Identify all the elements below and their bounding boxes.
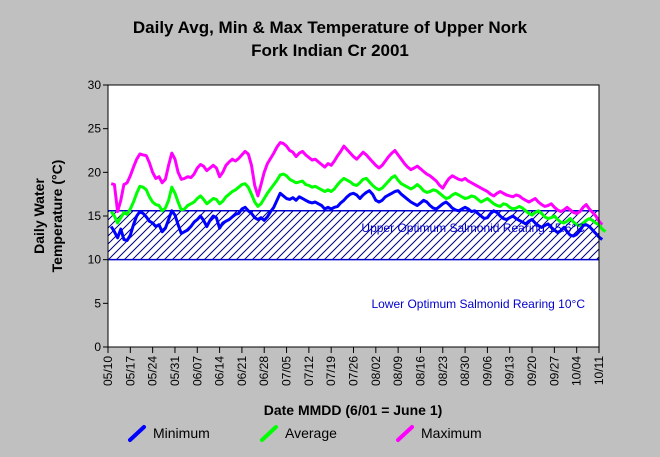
chart-title-line1: Daily Avg, Min & Max Temperature of Uppe… — [133, 18, 528, 37]
x-tick-label: 05/10 — [101, 356, 115, 386]
optimum-band — [108, 210, 599, 261]
y-axis-label-group: Daily Water Temperature (°C) — [31, 160, 65, 273]
band-upper-label: Upper Optimum Salmonid Rearing 15.6°C — [361, 221, 585, 235]
y-tick-label: 15 — [88, 209, 102, 223]
band-hatch — [108, 210, 599, 260]
y-tick-label: 20 — [88, 165, 102, 179]
y-tick-label: 0 — [94, 340, 101, 354]
x-tick-label: 09/06 — [480, 356, 494, 386]
x-tick-label: 06/14 — [213, 356, 227, 386]
y-tick-label: 30 — [88, 78, 102, 92]
y-axis-label-line2: Temperature (°C) — [49, 160, 65, 273]
series-line-average — [109, 172, 607, 233]
x-axis: 05/10 05/17 05/24 05/31 06/07 06/14 06/21 06/28… — [101, 347, 606, 386]
x-tick-label: 06/21 — [235, 356, 249, 386]
x-tick-label: 07/12 — [302, 356, 316, 386]
x-tick-label: 07/26 — [347, 356, 361, 386]
y-axis: 0 5 10 15 20 25 30 — [88, 78, 108, 354]
x-tick-label: 08/23 — [436, 356, 450, 386]
y-tick-label: 10 — [88, 253, 102, 267]
legend-swatch-average — [260, 425, 278, 442]
legend-swatch-maximum — [396, 425, 414, 442]
x-tick-label: 05/31 — [168, 356, 182, 386]
y-tick-label: 5 — [94, 296, 101, 310]
x-tick-label: 09/20 — [525, 356, 539, 386]
legend-swatch-minimum — [128, 425, 146, 442]
x-tick-label: 08/02 — [369, 356, 383, 386]
y-tick-label: 25 — [88, 122, 102, 136]
x-tick-label: 09/27 — [547, 356, 561, 386]
x-tick-label: 10/04 — [570, 356, 584, 386]
x-tick-label: 06/07 — [190, 356, 204, 386]
series-line-minimum — [109, 189, 604, 242]
legend: Minimum Average Maximum — [128, 425, 482, 442]
x-tick-label: 08/09 — [391, 356, 405, 386]
x-tick-label: 10/11 — [592, 356, 606, 385]
x-tick-label: 09/13 — [503, 356, 517, 386]
chart-title-line2: Fork Indian Cr 2001 — [251, 41, 409, 60]
x-tick-label: 07/19 — [324, 356, 338, 386]
x-tick-label: 05/17 — [123, 356, 137, 386]
legend-label-minimum: Minimum — [153, 425, 210, 441]
x-tick-label: 06/28 — [257, 356, 271, 386]
x-tick-label: 08/16 — [413, 356, 427, 386]
legend-label-maximum: Maximum — [421, 425, 482, 441]
series-line-maximum — [110, 141, 604, 226]
series-layer — [109, 141, 607, 242]
legend-label-average: Average — [285, 425, 337, 441]
band-lower-label: Lower Optimum Salmonid Rearing 10°C — [371, 297, 585, 311]
x-tick-label: 07/05 — [280, 356, 294, 386]
x-tick-label: 08/30 — [458, 356, 472, 386]
y-axis-label-line1: Daily Water — [31, 178, 47, 254]
x-axis-label: Date MMDD (6/01 = June 1) — [264, 402, 443, 418]
x-tick-label: 05/24 — [146, 356, 160, 386]
